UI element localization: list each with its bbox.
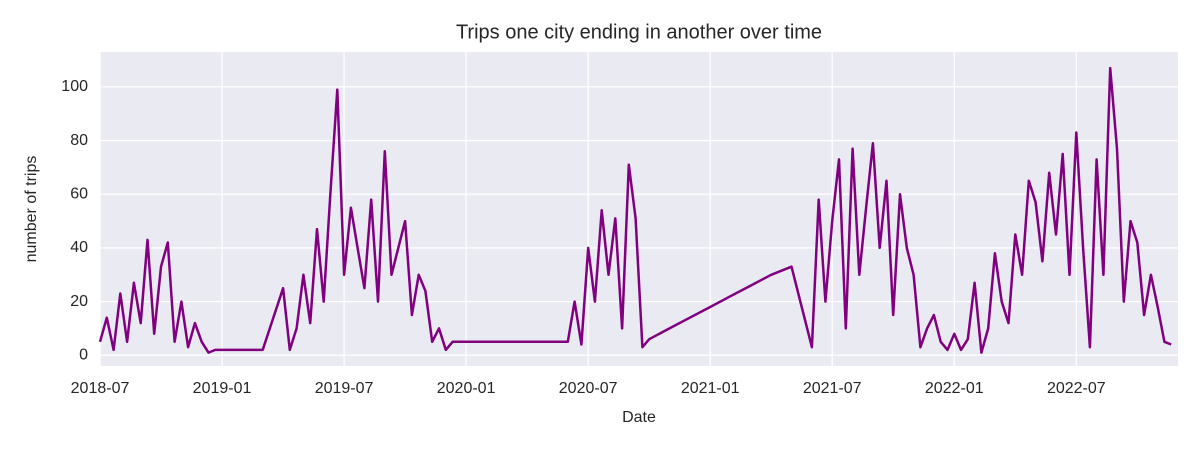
y-tick-label: 40 [70, 239, 88, 256]
line [98, 66, 1172, 354]
y-tick-label: 60 [70, 185, 88, 202]
y-tick-label: 100 [61, 78, 88, 95]
chart-title: Trips one city ending in another over ti… [456, 21, 822, 43]
x-tick-label: 2022-07 [1047, 380, 1106, 397]
y-axis-label: number of trips [23, 156, 40, 263]
x-tick-label: 2021-07 [803, 380, 862, 397]
x-tick-label: 2020-07 [559, 380, 618, 397]
y-tick-label: 80 [70, 132, 88, 149]
x-tick-label: 2018-07 [71, 380, 130, 397]
x-tick-label: 2019-07 [315, 380, 374, 397]
x-tick-label: 2020-01 [437, 380, 496, 397]
y-tick-label: 0 [79, 346, 88, 363]
x-axis-label: Date [622, 409, 656, 426]
plot-area [100, 52, 1178, 366]
x-tick-label: 2019-01 [193, 380, 252, 397]
x-tick-label: 2021-01 [681, 380, 740, 397]
y-tick-label: 20 [70, 293, 88, 310]
x-tick-label: 2022-01 [925, 380, 984, 397]
